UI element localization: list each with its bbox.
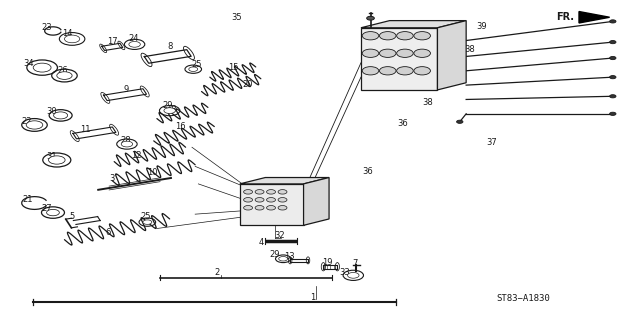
Text: 34: 34 — [23, 59, 33, 68]
Circle shape — [278, 197, 287, 202]
Text: 20: 20 — [243, 80, 253, 89]
Text: 38: 38 — [422, 98, 433, 107]
Text: 8: 8 — [167, 42, 173, 52]
Circle shape — [255, 190, 264, 194]
Text: 7: 7 — [352, 260, 357, 268]
Circle shape — [266, 197, 275, 202]
Text: 29: 29 — [270, 251, 280, 260]
Circle shape — [610, 76, 616, 79]
Text: 12: 12 — [130, 151, 141, 160]
Text: 5: 5 — [70, 212, 75, 221]
Text: 37: 37 — [486, 138, 497, 147]
Text: 27: 27 — [42, 204, 52, 213]
Text: 25: 25 — [141, 212, 151, 221]
Circle shape — [610, 95, 616, 98]
Circle shape — [348, 272, 359, 278]
Text: 14: 14 — [63, 29, 73, 38]
Text: 36: 36 — [397, 119, 408, 128]
Polygon shape — [304, 178, 329, 225]
Circle shape — [255, 205, 264, 210]
Text: 19: 19 — [323, 258, 333, 267]
Circle shape — [243, 205, 252, 210]
Circle shape — [414, 32, 431, 40]
Circle shape — [380, 49, 396, 57]
Circle shape — [54, 112, 68, 119]
Circle shape — [189, 67, 197, 71]
Text: 38: 38 — [464, 44, 475, 54]
Text: 21: 21 — [22, 195, 33, 204]
Text: 6: 6 — [105, 228, 111, 237]
Text: 32: 32 — [274, 231, 284, 240]
Circle shape — [362, 32, 379, 40]
Circle shape — [414, 49, 431, 57]
Circle shape — [255, 197, 264, 202]
Text: 3: 3 — [110, 174, 115, 183]
Circle shape — [397, 49, 413, 57]
Text: 33: 33 — [340, 268, 350, 277]
Text: 30: 30 — [47, 107, 57, 116]
Text: 2: 2 — [215, 268, 220, 277]
Text: 9: 9 — [123, 85, 128, 94]
Text: 36: 36 — [413, 75, 424, 84]
Circle shape — [33, 63, 51, 72]
Text: ST83−A1830: ST83−A1830 — [497, 294, 550, 303]
Circle shape — [279, 257, 288, 261]
Text: 22: 22 — [21, 116, 31, 126]
Circle shape — [362, 49, 379, 57]
Circle shape — [243, 190, 252, 194]
Text: 39: 39 — [477, 22, 488, 31]
Circle shape — [266, 205, 275, 210]
Text: 36: 36 — [362, 167, 373, 176]
Circle shape — [26, 121, 43, 129]
Circle shape — [397, 67, 413, 75]
Polygon shape — [240, 184, 304, 225]
Circle shape — [57, 72, 72, 79]
Circle shape — [414, 67, 431, 75]
Circle shape — [278, 205, 287, 210]
Text: 1: 1 — [311, 292, 316, 301]
Text: 35: 35 — [231, 13, 242, 22]
Text: 4: 4 — [258, 238, 263, 247]
Text: 26: 26 — [58, 66, 68, 75]
Polygon shape — [579, 12, 610, 23]
Circle shape — [380, 32, 396, 40]
Circle shape — [610, 41, 616, 44]
Circle shape — [49, 156, 65, 164]
Text: 31: 31 — [47, 152, 57, 161]
Text: 29: 29 — [162, 101, 173, 110]
Text: 15: 15 — [228, 63, 239, 72]
Polygon shape — [361, 20, 466, 28]
Polygon shape — [438, 20, 466, 90]
Polygon shape — [361, 28, 438, 90]
Circle shape — [610, 20, 616, 23]
Text: 25: 25 — [191, 60, 202, 69]
Text: 18: 18 — [166, 105, 177, 114]
Circle shape — [610, 56, 616, 60]
Text: 16: 16 — [175, 122, 186, 132]
Circle shape — [278, 190, 287, 194]
Circle shape — [397, 32, 413, 40]
Text: 13: 13 — [284, 252, 295, 261]
Circle shape — [243, 197, 252, 202]
Circle shape — [457, 120, 463, 123]
Circle shape — [164, 108, 175, 114]
Text: 17: 17 — [107, 37, 118, 46]
Circle shape — [367, 16, 374, 20]
Circle shape — [47, 209, 59, 216]
Text: 10: 10 — [147, 168, 158, 177]
Circle shape — [129, 42, 141, 47]
Circle shape — [362, 67, 379, 75]
Circle shape — [121, 141, 133, 147]
Circle shape — [143, 220, 152, 224]
Circle shape — [610, 112, 616, 116]
Text: 24: 24 — [128, 34, 139, 43]
Text: 23: 23 — [42, 23, 52, 32]
Circle shape — [65, 35, 80, 43]
Text: 28: 28 — [120, 136, 131, 145]
Text: 11: 11 — [81, 124, 91, 133]
Circle shape — [266, 190, 275, 194]
Circle shape — [380, 67, 396, 75]
Polygon shape — [240, 178, 329, 184]
Text: FR.: FR. — [557, 12, 574, 22]
